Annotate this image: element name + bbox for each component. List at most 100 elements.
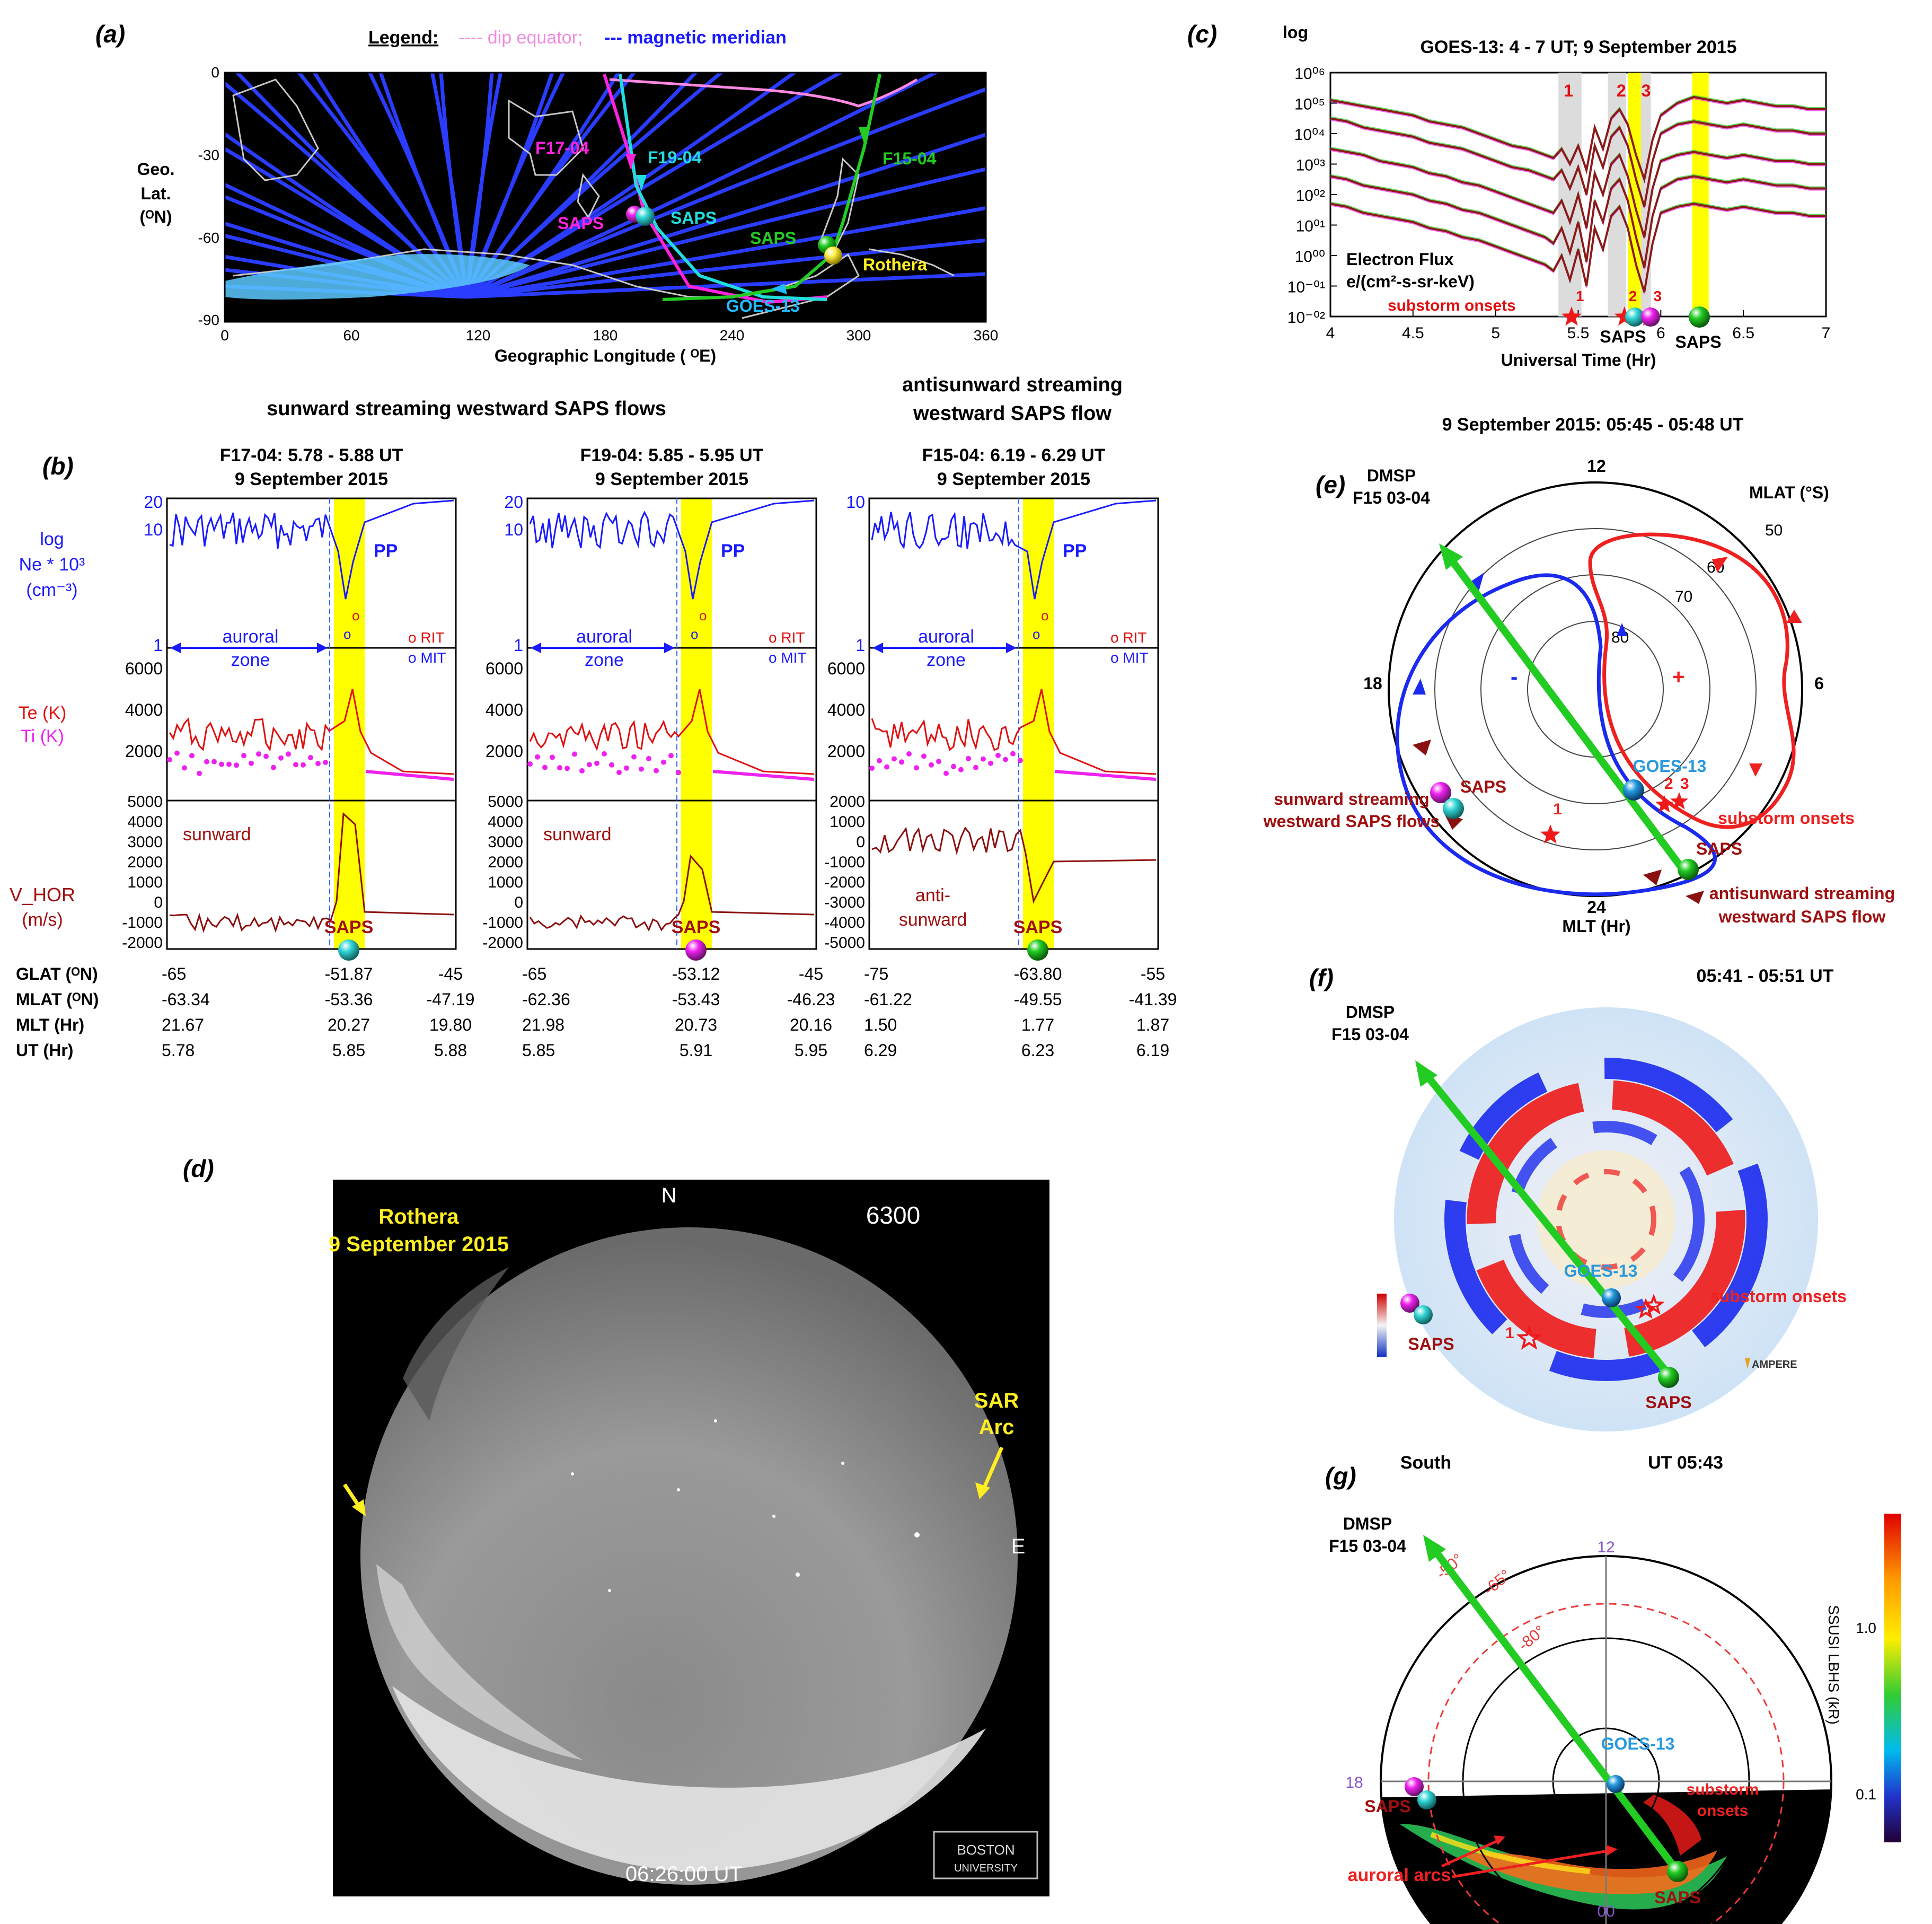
row-value-ut: 5.85 bbox=[522, 1041, 555, 1060]
e-sunward-2: westward SAPS flows bbox=[1263, 812, 1440, 831]
ampere-logo-icon bbox=[1745, 1358, 1750, 1369]
ne-tick: 1 bbox=[514, 636, 523, 655]
flux-line-ch4 bbox=[1330, 175, 1826, 268]
onset-star-icon bbox=[1540, 824, 1560, 844]
row-value-glat: -55 bbox=[1141, 964, 1165, 983]
meridian-line bbox=[312, 73, 468, 298]
row-value-ut: 6.23 bbox=[1021, 1041, 1054, 1060]
ti-dot bbox=[877, 758, 882, 763]
row-value-glat: -65 bbox=[162, 964, 186, 983]
panel-d-letter: (d) bbox=[183, 1155, 214, 1182]
ne-tick: 1 bbox=[855, 636, 865, 655]
f19-arrow-icon bbox=[636, 175, 647, 191]
row-value-mlat: -49.55 bbox=[1014, 990, 1062, 1009]
panel-b: (b) sunward streaming westward SAPS flow… bbox=[10, 374, 1177, 1060]
legend-title: Legend: bbox=[368, 28, 438, 48]
f-saps-label-2: SAPS bbox=[1645, 1393, 1691, 1412]
ti-dot bbox=[167, 757, 172, 762]
boston-logo-box bbox=[933, 1831, 1038, 1879]
meridian-line bbox=[466, 167, 986, 299]
g-goes13-label: GOES-13 bbox=[1601, 1734, 1675, 1753]
mit-legend: ο MIT bbox=[769, 649, 807, 666]
saps-ball-icon bbox=[338, 939, 359, 961]
v-tick: -4000 bbox=[824, 914, 865, 932]
ti-dot bbox=[869, 765, 875, 771]
f-time: 05:41 - 05:51 UT bbox=[1697, 966, 1834, 986]
e-antisunward-1: antisunward streaming bbox=[1709, 884, 1895, 903]
ti-tail bbox=[1054, 770, 1157, 781]
temp-tick: 4000 bbox=[125, 700, 163, 719]
ti-dots bbox=[869, 751, 1023, 776]
te-curve bbox=[871, 689, 1157, 775]
ti-dot bbox=[1018, 758, 1023, 763]
meridian-line bbox=[465, 73, 724, 298]
e-mlt-18: 18 bbox=[1363, 674, 1382, 693]
label-saps-green: SAPS bbox=[750, 229, 796, 248]
e-substorm-label: substorm onsets bbox=[1718, 809, 1855, 828]
ti-label: Ti (K) bbox=[21, 726, 64, 746]
goes-y-ticks: 10⁰⁶ 10⁰⁵ 10⁰⁴ 10⁰³ 10⁰² 10⁰¹ 10⁰⁰ 10⁻⁰¹ 10⁻⁰² bbox=[1287, 65, 1337, 327]
label-f19-04: F19-04 bbox=[648, 148, 702, 167]
ti-dot bbox=[197, 770, 202, 776]
f-goes13-label: GOES-13 bbox=[1564, 1261, 1638, 1280]
panel-e-date: 9 September 2015: 05:45 - 05:48 UT bbox=[1442, 415, 1744, 435]
ti-dot bbox=[594, 760, 599, 766]
ti-dot bbox=[182, 765, 187, 771]
rit-dot: o bbox=[352, 608, 359, 623]
row-value-mlat: -41.39 bbox=[1129, 990, 1177, 1009]
e-dmsp-1: DMSP bbox=[1367, 466, 1416, 485]
ti-dot bbox=[572, 751, 577, 757]
sar-pointer-right bbox=[981, 1446, 1004, 1491]
ne-tick: 1 bbox=[153, 636, 163, 655]
v-tick: 0 bbox=[514, 894, 523, 911]
f-saps-magenta-ball-icon bbox=[1400, 1294, 1419, 1313]
meridian-line bbox=[225, 131, 467, 298]
map-ylabel-3: (ᴼN) bbox=[139, 207, 172, 226]
g-arc-pointer-1 bbox=[1441, 1838, 1501, 1868]
e-saps-label-2: SAPS bbox=[1696, 839, 1742, 858]
onset-number: 2 bbox=[1617, 81, 1626, 100]
ne-curve bbox=[169, 499, 454, 600]
zone-label: zone bbox=[231, 650, 270, 670]
row-value-mlt: 1.87 bbox=[1136, 1015, 1169, 1034]
row-value-glat: -63.80 bbox=[1014, 964, 1062, 983]
g-cbar-tick-2: 0.1 bbox=[1856, 1786, 1876, 1803]
e-dmsp-track bbox=[1444, 551, 1686, 872]
ti-dot bbox=[211, 759, 217, 765]
meridian-line bbox=[466, 238, 986, 299]
boston-logo-1: BOSTON bbox=[957, 1842, 1014, 1858]
dip-equator-line bbox=[609, 78, 918, 108]
panel-e: 9 September 2015: 05:45 - 05:48 UT (e) 1… bbox=[1263, 415, 1895, 936]
row-label-glat: GLAT (ᴼN) bbox=[16, 964, 98, 983]
row-value-glat: -45 bbox=[438, 964, 463, 983]
g-arc-pointer-2 bbox=[1452, 1849, 1612, 1878]
ti-dot bbox=[1003, 757, 1008, 762]
allsky-bright-arc bbox=[392, 1686, 986, 1872]
e-onset-num-3: 3 bbox=[1680, 775, 1689, 793]
e-mlt-12: 12 bbox=[1587, 456, 1606, 476]
goes-log-label: log bbox=[1283, 23, 1308, 42]
ti-dot bbox=[301, 762, 306, 768]
v-tick: 4000 bbox=[488, 813, 523, 831]
e-negative-cell bbox=[1395, 573, 1717, 897]
v-curve bbox=[169, 812, 454, 933]
row-value-ut: 5.91 bbox=[680, 1041, 712, 1060]
ne-tick: 10 bbox=[144, 520, 163, 539]
v-tick: -3000 bbox=[824, 894, 865, 911]
allsky-shadow bbox=[403, 1267, 509, 1421]
f-onset-stars bbox=[1516, 1294, 1665, 1350]
e-lat-70: 70 bbox=[1675, 588, 1692, 605]
ti-dot bbox=[204, 759, 209, 765]
v-tick: -1000 bbox=[122, 914, 163, 932]
v-frame bbox=[868, 800, 1159, 950]
rit-legend: ο RIT bbox=[1110, 629, 1146, 646]
ti-dot bbox=[219, 761, 224, 767]
ti-dot bbox=[921, 753, 927, 759]
goes-xlabel: Universal Time (Hr) bbox=[1501, 350, 1656, 370]
allsky-sar-2: Arc bbox=[979, 1416, 1014, 1439]
onset-number: 3 bbox=[1642, 81, 1651, 100]
zone-label: zone bbox=[585, 650, 624, 670]
arrow-right-icon bbox=[664, 643, 675, 653]
g-aurora-onset bbox=[1643, 1795, 1701, 1856]
